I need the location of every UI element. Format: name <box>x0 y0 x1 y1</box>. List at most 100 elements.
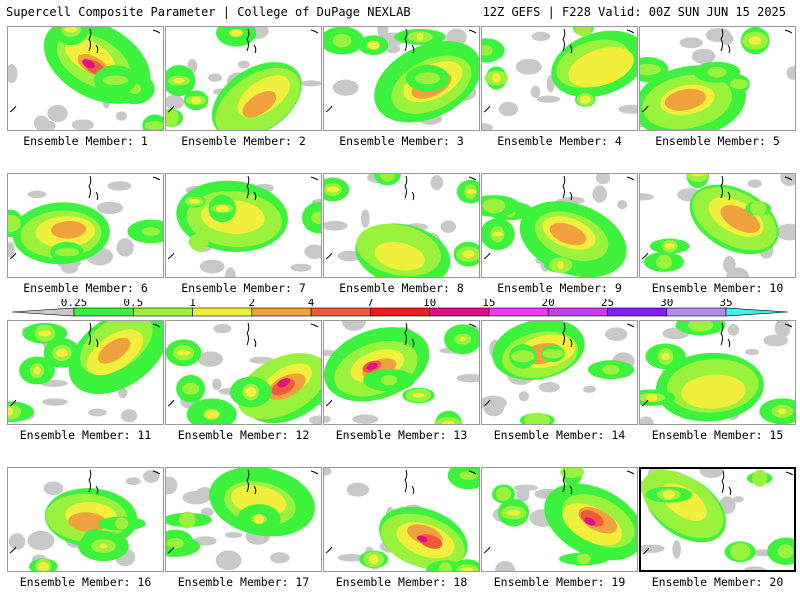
coastline <box>483 105 491 113</box>
shaded-contour <box>416 32 424 42</box>
shaded-contour <box>166 538 184 549</box>
colorbar-segment <box>429 307 490 317</box>
coastline <box>404 322 415 348</box>
coastline <box>9 399 17 407</box>
shaded-contour <box>494 561 516 571</box>
shaded-contour <box>51 220 87 239</box>
colorbar-segment <box>12 307 75 317</box>
coastline <box>404 175 415 201</box>
shaded-contour <box>542 348 564 359</box>
shaded-contour <box>640 416 654 424</box>
shaded-contour <box>115 517 129 530</box>
map-field <box>324 174 479 277</box>
shaded-contour <box>661 352 670 360</box>
shaded-contour <box>750 201 767 216</box>
shaded-contour <box>584 517 596 526</box>
ensemble-member-map <box>639 173 796 278</box>
shaded-contour <box>374 242 425 271</box>
shaded-contour <box>605 327 628 341</box>
shaded-contour <box>38 120 56 130</box>
shaded-contour <box>579 95 591 104</box>
shaded-contour <box>531 31 551 41</box>
coastline <box>152 176 161 181</box>
shaded-contour <box>208 73 222 82</box>
coastline <box>626 470 635 475</box>
shaded-contour <box>592 185 607 203</box>
shaded-contour <box>125 477 141 485</box>
ensemble-member-label: Ensemble Member: 20 <box>651 575 784 589</box>
coastline <box>325 252 333 260</box>
shaded-contour <box>55 348 68 357</box>
shaded-contour <box>366 362 378 370</box>
map-field <box>640 174 795 277</box>
shaded-contour <box>8 533 26 550</box>
ensemble-member-label: Ensemble Member: 13 <box>335 428 468 442</box>
shaded-contour <box>304 244 321 260</box>
shaded-contour <box>54 247 80 257</box>
shaded-contour <box>308 415 321 424</box>
shaded-contour <box>730 79 749 90</box>
ensemble-member-map <box>323 320 480 425</box>
ensemble-member-label: Ensemble Member: 11 <box>19 428 152 442</box>
map-field <box>8 27 163 130</box>
colorbar-segment <box>310 307 371 317</box>
shaded-contour <box>379 174 396 182</box>
shaded-contour <box>495 486 512 502</box>
shaded-contour <box>324 415 331 423</box>
coastline <box>468 470 477 475</box>
shaded-contour <box>212 378 222 391</box>
run-info: 12Z GEFS | F228 Valid: 00Z SUN JUN 15 20… <box>482 5 786 19</box>
shaded-contour <box>245 386 257 397</box>
shaded-contour <box>538 381 560 393</box>
shaded-contour <box>681 374 746 409</box>
shaded-contour <box>64 27 78 33</box>
shaded-contour <box>299 80 321 87</box>
coastline <box>562 322 573 348</box>
map-field <box>166 468 319 571</box>
shaded-contour <box>415 72 441 85</box>
shaded-contour <box>461 567 474 571</box>
shaded-contour <box>707 66 727 78</box>
coastline <box>642 547 650 555</box>
colorbar-tick-label: 10 <box>423 299 436 309</box>
shaded-contour <box>166 94 185 110</box>
ensemble-member-map <box>481 173 638 278</box>
map-field <box>8 175 163 274</box>
shaded-contour <box>482 198 506 214</box>
shaded-contour <box>691 48 716 64</box>
map-title: Supercell Composite Parameter | College … <box>6 5 411 19</box>
ensemble-member-label: Ensemble Member: 16 <box>19 575 152 589</box>
shaded-contour <box>352 414 379 424</box>
shaded-contour <box>748 36 762 45</box>
coastline <box>310 29 319 34</box>
shaded-contour <box>576 553 591 565</box>
ensemble-member-map <box>7 26 164 131</box>
shaded-contour <box>324 220 348 231</box>
shaded-contour <box>617 200 628 210</box>
coastline <box>310 470 319 475</box>
shaded-contour <box>8 215 21 232</box>
shaded-contour <box>253 514 265 525</box>
shaded-contour <box>332 33 352 48</box>
shaded-contour <box>662 490 676 500</box>
shaded-contour <box>482 123 493 130</box>
coastline <box>310 323 319 328</box>
shaded-contour <box>193 536 217 546</box>
ensemble-member-map <box>165 26 322 131</box>
shaded-contour <box>456 373 479 383</box>
shaded-contour <box>733 496 744 503</box>
shaded-contour <box>37 561 50 571</box>
shaded-contour <box>464 189 477 194</box>
shaded-contour <box>107 181 132 191</box>
ensemble-member-map <box>323 467 480 572</box>
shaded-contour <box>121 409 138 423</box>
shaded-contour <box>462 250 475 259</box>
shaded-contour <box>492 73 501 83</box>
color-scale-legend: 0.25 0.5 1 2 4 7 10 15 20 25 30 35 <box>12 299 788 321</box>
shaded-contour <box>688 321 714 332</box>
shaded-contour <box>430 175 444 190</box>
shaded-contour <box>118 387 128 399</box>
coastline <box>626 29 635 34</box>
map-field <box>640 321 795 424</box>
shaded-contour <box>337 553 366 562</box>
